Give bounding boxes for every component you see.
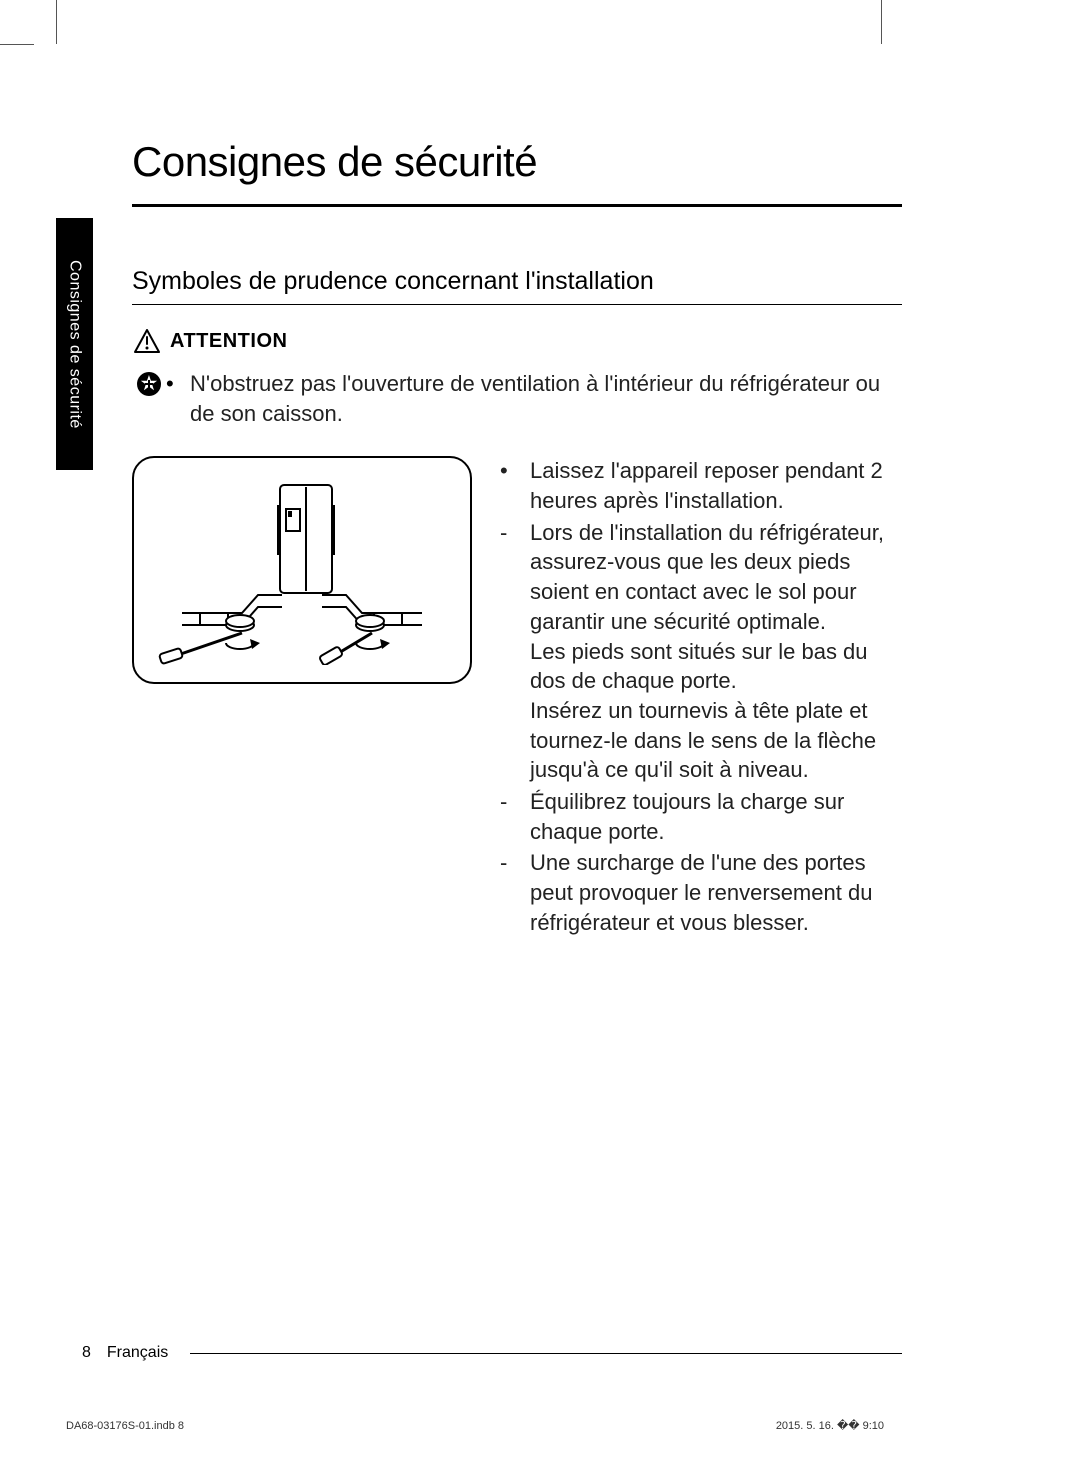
crop-mark <box>881 0 882 44</box>
star-plus-icon <box>136 371 162 397</box>
dash-marker: - <box>500 848 530 878</box>
print-meta-left: DA68-03176S-01.indb 8 <box>66 1420 184 1432</box>
attention-row: ATTENTION <box>134 329 902 353</box>
page-footer: 8 Français <box>82 1344 902 1362</box>
footer-language: Français <box>107 1344 168 1362</box>
list-item: - Une surcharge de l'une des portes peut… <box>500 848 902 937</box>
instruction-list: • Laissez l'appareil reposer pendant 2 h… <box>500 456 902 937</box>
illustration-card <box>132 456 472 684</box>
list-item: • Laissez l'appareil reposer pendant 2 h… <box>500 456 902 515</box>
section-rule <box>132 304 902 305</box>
list-item-text: Laissez l'appareil reposer pendant 2 heu… <box>530 456 902 515</box>
bullet-marker: • <box>166 369 190 397</box>
list-item-segment: Insérez un tournevis à tête plate et tou… <box>530 698 876 782</box>
first-paragraph: • N'obstruez pas l'ouverture de ventilat… <box>132 369 902 428</box>
list-item-text: Une surcharge de l'une des portes peut p… <box>530 848 902 937</box>
section-heading: Symboles de prudence concernant l'instal… <box>132 267 902 296</box>
list-item: - Équilibrez toujours la charge sur chaq… <box>500 787 902 846</box>
crop-mark <box>56 0 57 44</box>
page-title: Consignes de sécurité <box>132 138 902 186</box>
paragraph-text: N'obstruez pas l'ouverture de ventilatio… <box>190 369 902 428</box>
list-item: - Lors de l'installation du réfrigérateu… <box>500 518 902 785</box>
side-tab-label: Consignes de sécurité <box>66 260 84 429</box>
page-content: Consignes de sécurité Symboles de pruden… <box>132 138 902 937</box>
list-item-text: Équilibrez toujours la charge sur chaque… <box>530 787 902 846</box>
title-rule <box>132 204 902 207</box>
warning-icon <box>134 329 160 353</box>
print-meta-right: 2015. 5. 16. �� 9:10 <box>776 1419 884 1432</box>
crop-mark <box>0 44 34 45</box>
bullet-marker: • <box>500 456 530 486</box>
list-item-text: Lors de l'installation du réfrigérateur,… <box>530 518 902 785</box>
page-number: 8 <box>82 1344 91 1362</box>
fridge-leveling-illustration <box>152 475 452 665</box>
list-item-segment: Les pieds sont situés sur le bas du dos … <box>530 639 868 694</box>
dash-marker: - <box>500 518 530 548</box>
list-item-segment: Lors de l'installation du réfrigérateur,… <box>530 520 884 634</box>
attention-label: ATTENTION <box>170 330 287 353</box>
dash-marker: - <box>500 787 530 817</box>
footer-rule <box>190 1353 902 1354</box>
side-tab: Consignes de sécurité <box>56 218 93 470</box>
